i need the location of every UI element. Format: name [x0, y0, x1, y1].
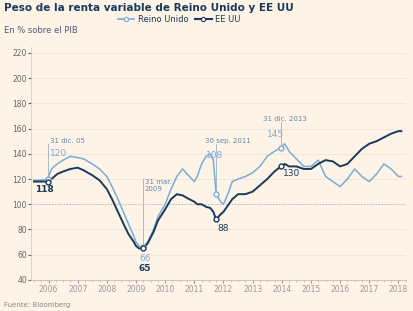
Text: 31 dic. 05: 31 dic. 05 [50, 138, 85, 144]
Text: 31 mar.
2009: 31 mar. 2009 [145, 179, 171, 192]
Text: 31 dic. 2013: 31 dic. 2013 [262, 116, 306, 122]
Text: En % sobre el PIB: En % sobre el PIB [4, 26, 78, 35]
Text: Peso de la renta variable de Reino Unido y EE UU: Peso de la renta variable de Reino Unido… [4, 3, 293, 13]
Text: 120: 120 [50, 149, 67, 158]
Text: 145: 145 [266, 130, 284, 139]
Text: 108: 108 [206, 151, 223, 160]
Text: 66: 66 [139, 254, 150, 263]
Text: 65: 65 [139, 264, 151, 273]
Text: 118: 118 [36, 185, 54, 194]
Text: 130: 130 [282, 169, 300, 179]
Text: 30 sep. 2011: 30 sep. 2011 [204, 138, 250, 144]
Text: 88: 88 [217, 224, 229, 233]
Text: Fuente: Bloomberg: Fuente: Bloomberg [4, 302, 70, 308]
Legend: Reino Unido, EE UU: Reino Unido, EE UU [117, 15, 240, 24]
